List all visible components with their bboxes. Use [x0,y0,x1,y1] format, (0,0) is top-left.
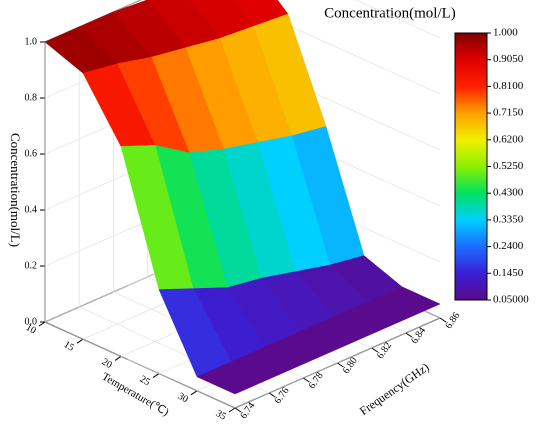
x-tick-label: 6.80 [341,355,360,376]
colorbar-tick-label: 0.8100 [493,80,524,92]
y-tick-label: 20 [100,356,114,371]
tick-mark [190,390,198,396]
tick-mark [337,362,344,368]
y-axis-label: Temperature(℃) [100,371,171,419]
z-tick-label: 1.0 [25,36,38,47]
colorbar-tick-label: 0.2400 [493,240,524,252]
colorbar-tick-label: 1.000 [493,27,518,39]
x-tick-label: 6.84 [409,325,428,346]
x-tick-label: 6.82 [375,340,394,361]
colorbar [454,32,488,301]
colorbar-tick-label: 0.3350 [493,213,524,225]
colorbar-tick-label: 0.05000 [493,294,529,306]
x-tick-label: 6.76 [272,385,291,406]
colorbar-tick-label: 0.4300 [493,187,524,199]
z-tick-label: 0.6 [25,148,38,159]
y-tick-label: 25 [138,374,152,389]
tick-mark [439,317,447,323]
tick-mark [234,407,242,413]
tick-mark [405,332,413,338]
x-tick-label: 6.74 [238,400,257,421]
tick-mark [303,377,310,383]
surface-patch [196,361,270,395]
grid-line [44,321,236,409]
colorbar-tick-label: 0.5250 [493,160,524,172]
z-tick-label: 0.0 [25,316,38,327]
colorbar-tick-label: 0.7150 [493,107,524,119]
y-tick-label: 10 [24,322,38,337]
colorbar-title: Concentration(mol/L) [324,5,456,21]
z-axis-label: Concentration(mol/L) [8,133,23,247]
tick-mark [76,338,84,344]
tick-mark [38,321,46,327]
tick-mark [371,347,378,353]
colorbar-tick-label: 0.9050 [493,53,524,65]
z-tick-label: 0.2 [25,260,38,271]
tick-mark [114,355,122,361]
tick-mark [268,392,276,398]
tick-mark [228,407,236,413]
x-tick-label: 6.86 [443,310,462,331]
colorbar-tick-label: 0.1450 [493,267,524,279]
y-tick-label: 15 [62,339,76,354]
z-tick-label: 0.8 [25,92,38,103]
colorbar-tick-label: 0.6200 [493,133,524,145]
z-tick-label: 0.4 [25,204,38,215]
y-tick-label: 30 [176,391,190,406]
y-tick-label: 35 [214,408,228,423]
x-axis-label: Frequency(GHz) [357,360,432,418]
grid-line [355,0,441,39]
tick-mark [152,373,160,379]
x-tick-label: 6.78 [307,370,326,391]
